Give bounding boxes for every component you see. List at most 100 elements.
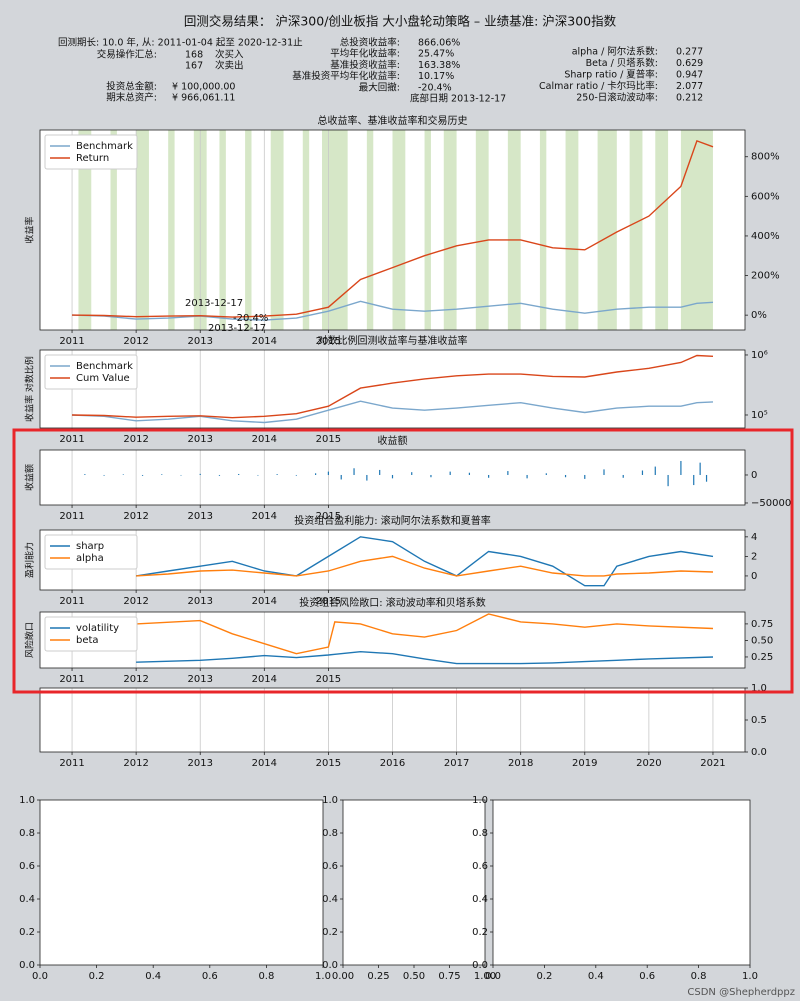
y-tick-label: 1.0 bbox=[472, 795, 488, 806]
y-tick-label: 1.0 bbox=[19, 795, 35, 806]
legend-label: volatility bbox=[76, 623, 119, 634]
axes-frame bbox=[39, 449, 746, 506]
legend-label: Benchmark bbox=[76, 141, 133, 152]
x-tick-label: 0.00 bbox=[332, 971, 354, 982]
bar bbox=[103, 474, 105, 476]
y-tick-label: 0 bbox=[751, 470, 757, 481]
bar bbox=[622, 474, 624, 478]
bar bbox=[340, 474, 342, 480]
bar bbox=[238, 473, 240, 475]
x-tick-label: 2016 bbox=[380, 758, 405, 769]
y-tick-label: 0.0 bbox=[322, 960, 338, 971]
trades-buy-unit: 次买入 bbox=[215, 49, 244, 61]
holding-span bbox=[443, 130, 457, 330]
x-tick-label: 2011 bbox=[59, 596, 84, 607]
x-tick-label: 2012 bbox=[123, 758, 148, 769]
legend-label: sharp bbox=[76, 541, 104, 552]
x-tick-label: 2012 bbox=[123, 434, 148, 445]
bar bbox=[327, 471, 330, 475]
bar bbox=[449, 471, 451, 475]
x-tick-label: 0.2 bbox=[536, 971, 552, 982]
bar bbox=[161, 474, 163, 475]
holding-span bbox=[270, 130, 284, 330]
x-tick-label: 2013 bbox=[188, 511, 213, 522]
series-line bbox=[136, 613, 714, 655]
chart-title: 投资组合风险敞口: 滚动波动率和贝塔系数 bbox=[299, 596, 486, 609]
holding-span bbox=[136, 130, 149, 330]
ratio-label: alpha / 阿尔法系数: bbox=[572, 46, 658, 58]
legend-label: Return bbox=[76, 153, 109, 164]
x-tick-label: 2014 bbox=[252, 511, 277, 522]
bar bbox=[488, 474, 490, 478]
ratio-value: 0.629 bbox=[676, 58, 703, 69]
holding-span bbox=[366, 130, 374, 330]
x-tick-label: 2013 bbox=[188, 434, 213, 445]
x-tick-label: 2011 bbox=[59, 434, 84, 445]
x-tick-label: 2012 bbox=[123, 336, 148, 347]
legend bbox=[44, 616, 138, 652]
x-tick-label: 2011 bbox=[59, 336, 84, 347]
y-tick-label: 0% bbox=[751, 310, 767, 321]
bar bbox=[218, 474, 221, 476]
x-tick-label: 2015 bbox=[316, 758, 341, 769]
holding-span bbox=[539, 130, 547, 330]
y-tick-label: 0.2 bbox=[19, 927, 35, 938]
axes bbox=[493, 800, 750, 965]
ratio-value: 0.947 bbox=[676, 70, 703, 81]
y-tick-label: 0.6 bbox=[19, 861, 35, 872]
y-tick-label: 0.2 bbox=[472, 927, 488, 938]
axes-group: 0.0 0.2 0.4 0.6 0.8 1.0 0.0 0.2 0.4 0.6 0.8 1.0 bbox=[19, 795, 331, 982]
axes-frame bbox=[39, 129, 746, 331]
x-tick-label: 1.00 bbox=[474, 971, 496, 982]
x-tick-label: 2020 bbox=[636, 758, 661, 769]
x-tick-label: 2011 bbox=[59, 511, 84, 522]
axes-frame bbox=[39, 611, 746, 669]
legend-label: Cum Value bbox=[76, 373, 130, 384]
metric-value: 10.17% bbox=[418, 71, 454, 82]
y-tick-label: 600% bbox=[751, 191, 780, 202]
x-tick-label: 0.75 bbox=[438, 971, 460, 982]
chart-title: 收益额 bbox=[378, 434, 408, 447]
y-tick-label: 0.50 bbox=[751, 635, 773, 646]
series-line bbox=[136, 555, 714, 577]
y-tick-label: 0.8 bbox=[322, 828, 338, 839]
axes-group: 2011 2012 2013 2014 2015 0% 200% 400% 600% 800% Be… bbox=[24, 114, 780, 347]
ratio-label: Calmar ratio / 卡尔玛比率: bbox=[539, 80, 658, 92]
trades-buy: 168 bbox=[185, 50, 203, 61]
y-tick-label: 0.4 bbox=[19, 894, 35, 905]
bar bbox=[545, 473, 547, 475]
bar bbox=[693, 474, 695, 486]
series-line bbox=[136, 650, 714, 665]
y-tick-label: 0.25 bbox=[751, 652, 773, 663]
axes-frame bbox=[39, 349, 746, 429]
period: 回测期长: 10.0 年, 从: 2011-01-04 起至 2020-12-3… bbox=[58, 37, 303, 49]
y-tick-label: 0.2 bbox=[322, 927, 338, 938]
y-tick-label: 1.0 bbox=[751, 683, 767, 694]
bar bbox=[257, 474, 259, 476]
metric-value: 163.38% bbox=[418, 60, 460, 71]
bar bbox=[564, 474, 567, 478]
axes-group: 2011 2012 2013 2014 2015 2016 2017 2018 2019 2020… bbox=[39, 683, 767, 769]
bar bbox=[468, 472, 471, 475]
y-tick-label: 2 bbox=[751, 551, 757, 562]
bar bbox=[641, 470, 644, 475]
holding-span bbox=[565, 130, 579, 330]
x-tick-label: 2014 bbox=[252, 434, 277, 445]
chart-title: 对数比例回测收益率与基准收益率 bbox=[318, 334, 468, 347]
y-tick-label: 0.5 bbox=[751, 715, 767, 726]
holding-span bbox=[597, 130, 617, 330]
y-axis-label: 收益率 bbox=[24, 216, 36, 243]
x-tick-label: 2017 bbox=[444, 758, 469, 769]
x-tick-label: 2021 bbox=[700, 758, 725, 769]
axes-frame bbox=[342, 799, 486, 966]
holding-span bbox=[322, 130, 348, 330]
bar bbox=[584, 474, 586, 479]
ratio-label: 250-日滚动波动率: bbox=[576, 92, 658, 104]
bar bbox=[430, 474, 432, 478]
metric-label: 平均年化收益率: bbox=[330, 48, 400, 60]
x-tick-label: 1.0 bbox=[315, 971, 331, 982]
metric-label: 基准投资收益率: bbox=[330, 59, 400, 71]
y-tick-label: 0.8 bbox=[472, 828, 488, 839]
